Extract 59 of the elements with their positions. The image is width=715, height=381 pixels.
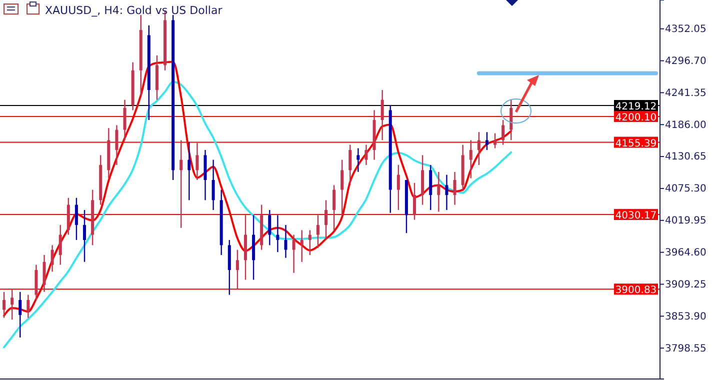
candlestick: [340, 159, 344, 216]
y-tick-label: 4352.05: [665, 24, 706, 36]
chart-title: XAUUSD_, H4: Gold vs US Dollar: [45, 4, 223, 17]
candlestick: [324, 200, 328, 241]
candlestick: [316, 214, 320, 249]
candlestick: [308, 230, 312, 256]
candlestick: [332, 184, 336, 231]
candlestick: [276, 214, 280, 253]
candlestick: [115, 124, 118, 166]
candlestick: [364, 144, 368, 166]
ref-line-label: 4030.17: [615, 210, 657, 222]
candlestick: [212, 159, 215, 211]
candlestick: [292, 234, 296, 274]
candlestick: [356, 148, 360, 173]
candlestick: [348, 144, 352, 186]
candlestick: [485, 132, 488, 151]
candlestick: [196, 142, 199, 181]
candlestick: [445, 174, 448, 211]
y-tick-label: 4186.00: [665, 120, 706, 131]
candlestick: [268, 209, 272, 246]
y-tick-label: 4296.70: [665, 56, 706, 67]
candlestick: [180, 140, 183, 228]
candlestick: [236, 249, 239, 290]
ref-line-label: 3900.83: [615, 285, 657, 296]
y-tick-label: 3964.60: [665, 248, 706, 259]
candlestick: [494, 132, 496, 149]
line-series: [3, 80, 512, 348]
candlestick: [188, 141, 191, 201]
y-tick-label: 4130.65: [665, 152, 706, 163]
candlestick: [2, 291, 6, 318]
y-tick-label: 4075.30: [665, 184, 706, 195]
candlestick: [469, 140, 472, 179]
ref-line-label: 4200.10: [615, 112, 657, 124]
candlestick: [396, 164, 400, 211]
candlestick: [123, 99, 126, 141]
candlestick: [300, 230, 304, 262]
y-tick-label: 3909.25: [665, 279, 706, 290]
candlestick: [284, 224, 288, 258]
y-tick-label: 4019.95: [665, 216, 706, 227]
candlestick: [58, 224, 62, 266]
candlestick: [477, 132, 480, 166]
candlestick: [42, 254, 46, 292]
candlestick: [437, 171, 440, 212]
candlestick: [83, 209, 86, 262]
candlestick: [74, 197, 78, 241]
y-tick-label: 4241.35: [665, 88, 706, 99]
candlestick: [18, 291, 22, 338]
candlestick: [453, 171, 456, 206]
candlestick: [413, 182, 416, 220]
y-tick-label: 3798.55: [665, 343, 706, 354]
candlestick: [10, 288, 14, 320]
ref-line-label: 4219.12: [615, 101, 657, 112]
ref-line-label: 4155.39: [615, 138, 657, 150]
y-tick-label: 3853.90: [665, 311, 706, 322]
candlestick: [26, 294, 30, 318]
candlestick: [510, 99, 513, 141]
candlestick: [50, 244, 54, 272]
candlestick: [380, 89, 384, 141]
candlestick: [502, 119, 505, 146]
